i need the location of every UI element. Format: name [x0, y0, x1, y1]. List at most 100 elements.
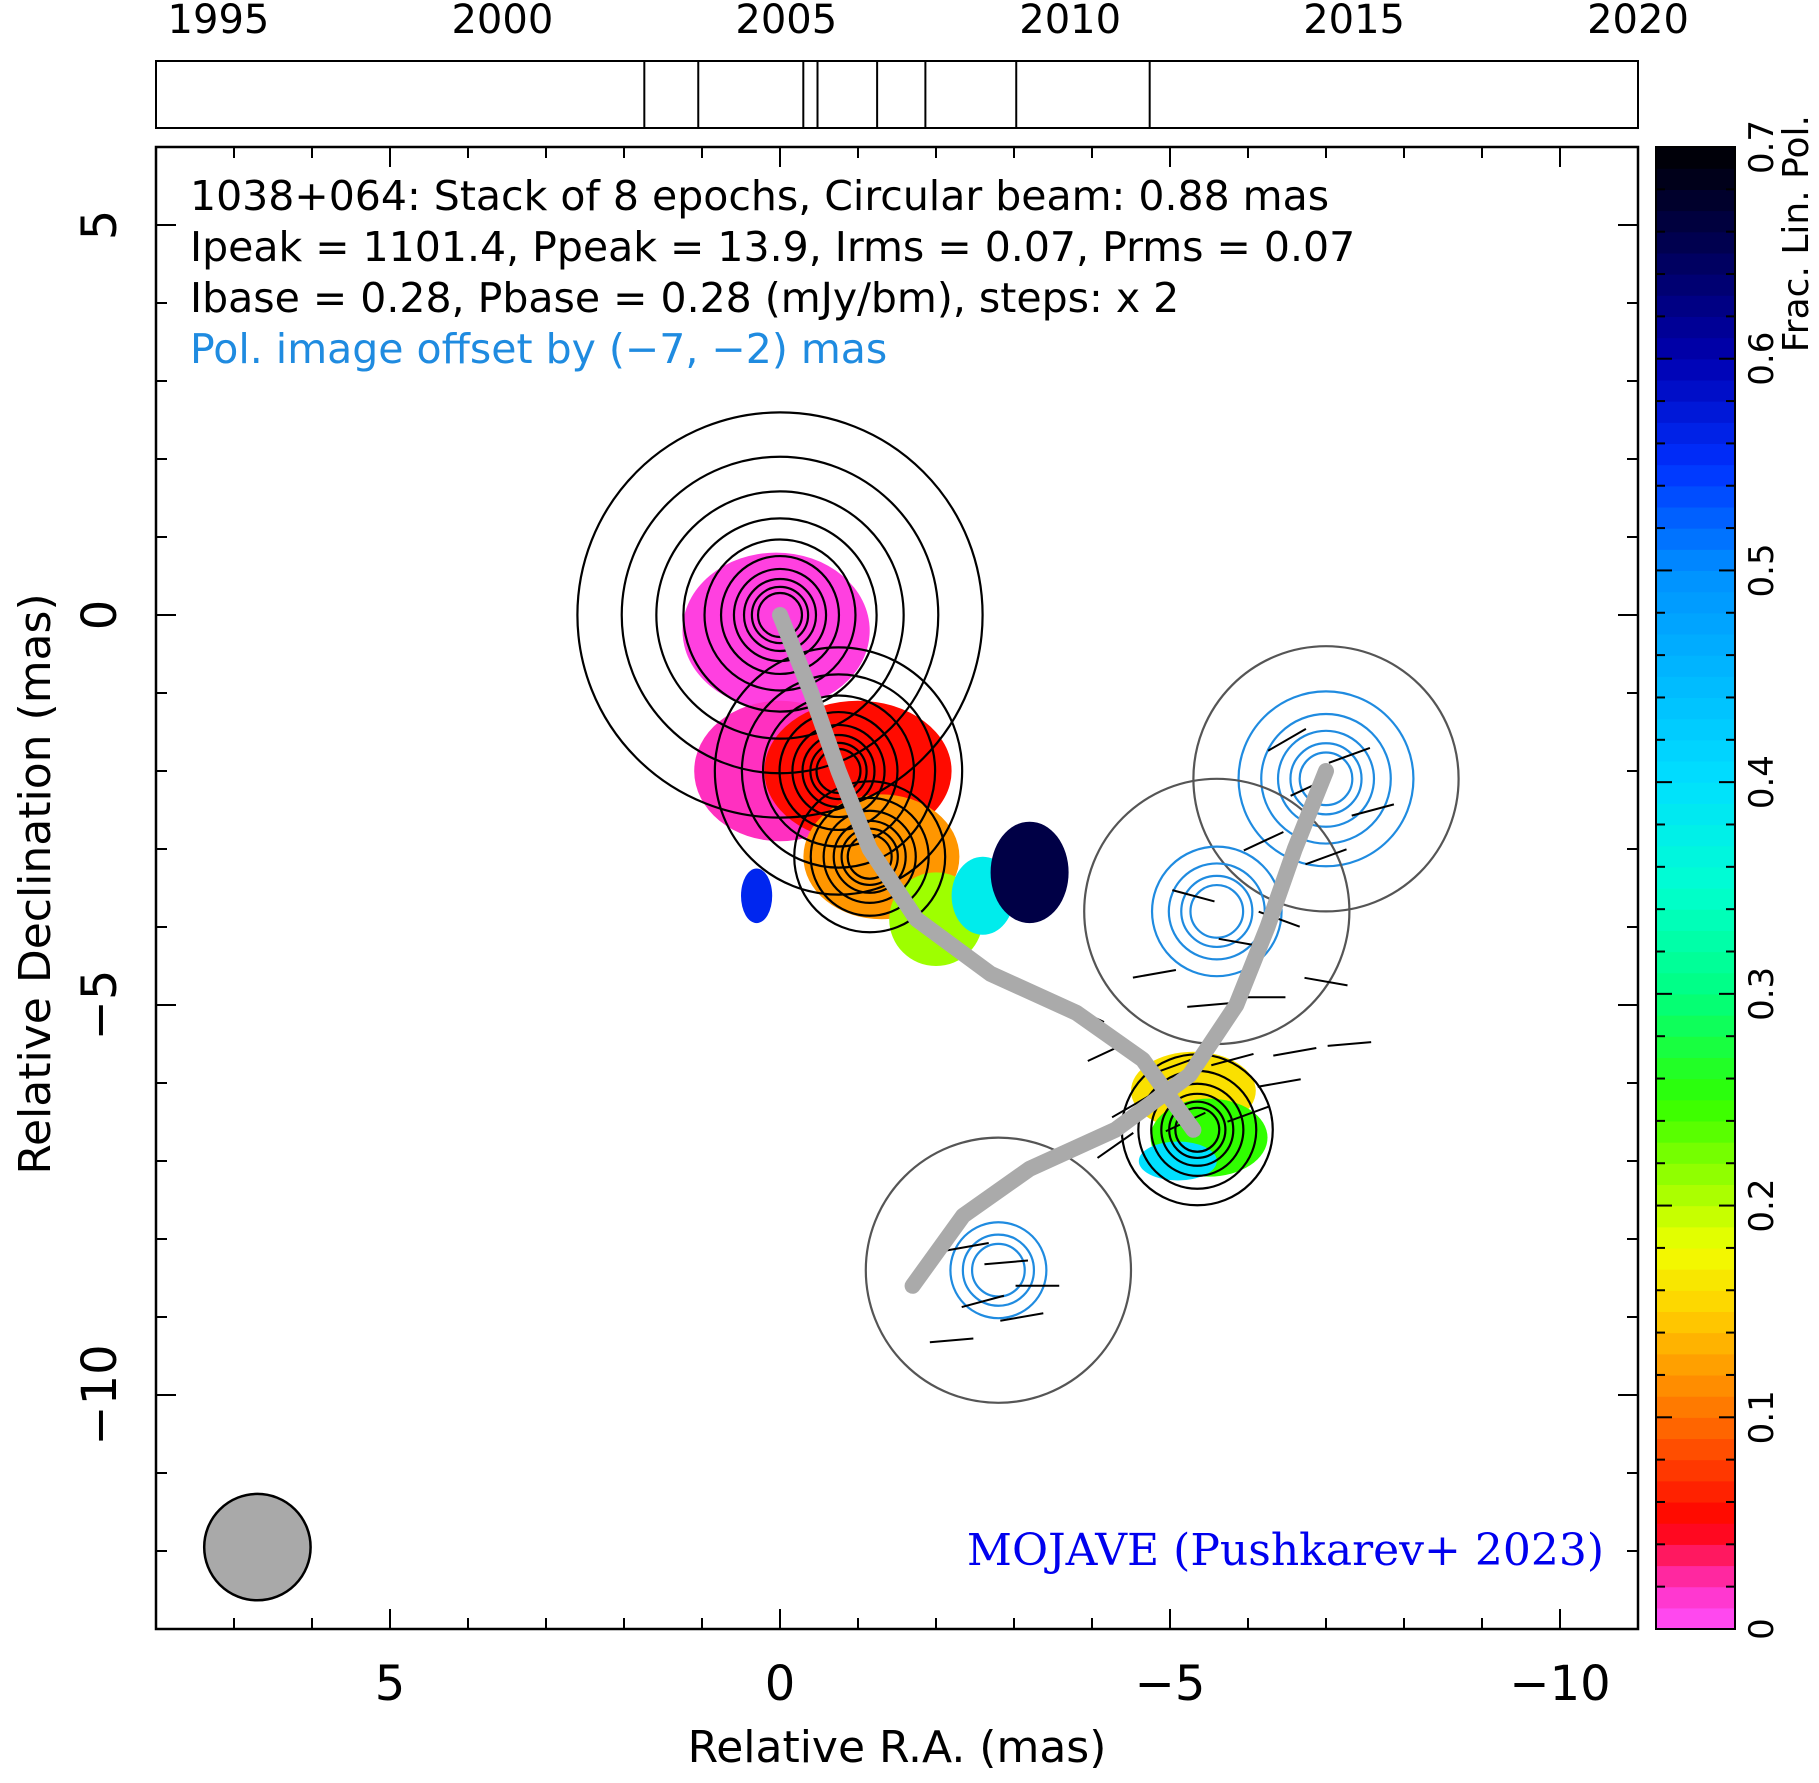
x-tick-label: −5: [1135, 1656, 1206, 1712]
evpa-vectors: [929, 728, 1395, 1344]
colorbar-segment: [1656, 1565, 1735, 1588]
evpa-vector: [1096, 1132, 1134, 1159]
evpa-vector: [1257, 1078, 1301, 1088]
colorbar-tick-label: 0: [1742, 1618, 1782, 1640]
colorbar-segment: [1656, 295, 1735, 317]
beam-ellipse-shape: [202, 1492, 312, 1602]
colorbar-segment: [1656, 993, 1735, 1016]
stokes-i-contour: [1174, 1106, 1221, 1153]
colorbar-segment: [1656, 379, 1735, 402]
evpa-vector: [1187, 1002, 1231, 1008]
evpa-vector: [1243, 831, 1284, 852]
colorbar-frame: [1655, 146, 1736, 1630]
polarization-contour: [1180, 874, 1254, 949]
colorbar-segment: [1656, 316, 1735, 339]
x-tick-label: 5: [375, 1656, 406, 1712]
colorbar-segment: [1656, 803, 1735, 826]
colorbar-segment: [1656, 1586, 1735, 1609]
colorbar-segment: [1656, 274, 1735, 296]
colorbar-tick-label: 0.6: [1742, 332, 1782, 386]
offset-note: Pol. image offset by (−7, −2) mas: [190, 325, 887, 373]
evpa-vector: [1327, 1041, 1372, 1047]
colorbar-segment: [1656, 252, 1735, 275]
timeline-year-label: 1995: [168, 0, 270, 43]
y-tick-label: −5: [72, 970, 128, 1041]
colorbar-segment: [1656, 930, 1735, 953]
fracpol-region: [741, 868, 773, 924]
polarization-contour: [970, 1242, 1026, 1298]
stokes-i-contour: [703, 538, 857, 692]
colorbar-segment: [1656, 168, 1735, 190]
stokes-i-contour: [655, 490, 905, 740]
colorbar-segment: [1656, 697, 1735, 720]
beam-ellipse: [202, 1492, 312, 1602]
stokes-i-contour: [713, 646, 964, 896]
colorbar-tick-label: 0.1: [1742, 1390, 1782, 1444]
colorbar-segment: [1656, 676, 1735, 699]
colorbar-segment: [1656, 1523, 1735, 1545]
colorbar-segment: [1656, 782, 1735, 804]
colorbar-segment: [1656, 1205, 1735, 1228]
colorbar-segment: [1656, 866, 1735, 889]
evpa-vector: [961, 1294, 1005, 1309]
colorbar-segment: [1656, 1036, 1735, 1058]
evpa-vector: [1172, 889, 1215, 903]
colorbar-segment: [1656, 1438, 1735, 1461]
colorbar: 0 0.1 0.2 0.3 0.4 0.5 0.6 0.7: [1655, 120, 1782, 1640]
colorbar-segment: [1656, 1142, 1735, 1164]
colorbar-segment: [1656, 422, 1735, 444]
stokes-i-contour: [719, 554, 841, 676]
colorbar-segment: [1656, 189, 1735, 212]
offset-intensity-contour: [864, 1136, 1133, 1404]
colorbar-segment: [1656, 1226, 1735, 1249]
info-line-3: Ibase = 0.28, Pbase = 0.28 (mJy/bm), ste…: [190, 274, 1179, 322]
colorbar-segment: [1656, 824, 1735, 847]
colorbar-segment: [1656, 464, 1735, 487]
colorbar-segment: [1656, 1163, 1735, 1185]
colorbar-segment: [1656, 951, 1735, 974]
evpa-vector: [1273, 1047, 1317, 1057]
ridge-line: [772, 607, 1202, 1138]
colorbar-segment: [1656, 506, 1735, 529]
colorbar-segment: [1656, 443, 1735, 466]
timeline: 1995 2000 2005 2010 2015 2020: [155, 0, 1689, 129]
colorbar-segment: [1656, 845, 1735, 868]
colorbar-segment: [1656, 401, 1735, 423]
evpa-vector: [1328, 746, 1371, 764]
stokes-i-contour: [1160, 1092, 1235, 1167]
polarization-contour: [1276, 729, 1376, 828]
polarization-contours: [864, 645, 1460, 1404]
colorbar-segment: [1656, 1120, 1735, 1143]
stokes-i-contour: [793, 780, 947, 934]
colorbar-segment: [1656, 972, 1735, 995]
timeline-year-label: 2005: [735, 0, 837, 43]
colorbar-tick-label: 0.3: [1742, 967, 1782, 1021]
colorbar-segment: [1656, 739, 1735, 762]
colorbar-segment: [1656, 1374, 1735, 1397]
stokes-i-contour: [778, 710, 899, 832]
timeline-year-label: 2020: [1587, 0, 1689, 43]
colorbar-segment: [1656, 909, 1735, 931]
timeline-box: [155, 60, 1639, 129]
colorbar-segment: [1656, 1544, 1735, 1567]
evpa-vector: [1267, 728, 1307, 752]
plot-frame: [154, 145, 1640, 1631]
info-line-1: 1038+064: Stack of 8 epochs, Circular be…: [190, 172, 1329, 220]
polarization-contour: [1189, 883, 1245, 939]
polarization-contour: [1150, 845, 1283, 978]
ridge-lines: [772, 607, 1334, 1294]
stokes-i-contour: [742, 577, 818, 653]
evpa-vector: [1227, 1105, 1269, 1123]
colorbar-segment: [1656, 1247, 1735, 1270]
evpa-vector: [1305, 848, 1347, 866]
colorbar-segment: [1656, 760, 1735, 783]
ridge-line-offset: [904, 763, 1334, 1294]
polarization-contour: [1289, 742, 1363, 816]
colorbar-tick-label: 0.5: [1742, 543, 1782, 597]
colorbar-segment: [1656, 1353, 1735, 1376]
colorbar-segment: [1656, 1099, 1735, 1122]
info-line-2: Ipeak = 1101.4, Ppeak = 13.9, Irms = 0.0…: [190, 223, 1355, 271]
colorbar-segment: [1656, 1459, 1735, 1482]
evpa-vector: [1304, 976, 1348, 987]
